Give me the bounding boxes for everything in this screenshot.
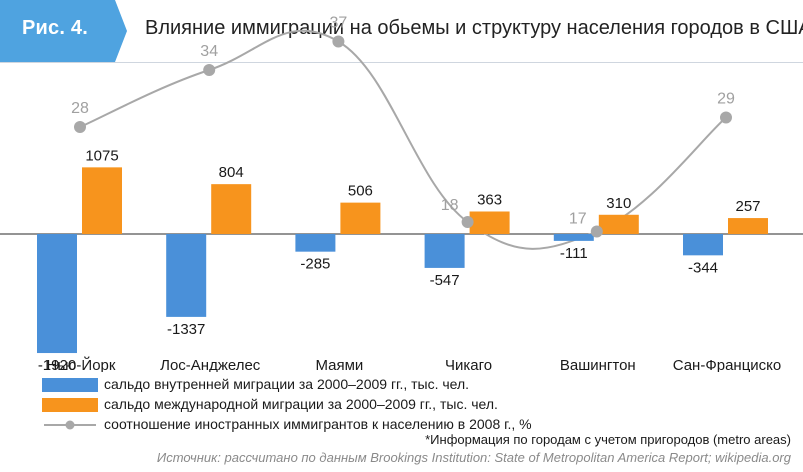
data-label-internal: -111: [560, 245, 588, 262]
x-tick-label: Лос-Анджелес: [160, 357, 261, 372]
bar-international: [340, 202, 381, 234]
legend-label-international: сальдо международной миграции за 2000–20…: [104, 396, 498, 412]
x-tick-label: Чикаго: [445, 357, 492, 372]
x-tick-label: Сан-Франциско: [673, 357, 782, 372]
footnote: *Информация по городам с учетом пригород…: [425, 432, 791, 447]
data-label-ratio: 29: [717, 91, 735, 108]
data-label-internal: -1920: [38, 357, 76, 372]
figure-label: Рис. 4.: [22, 17, 88, 39]
data-label-layer: -1920 1075 Нью-Йорк -1337 804 Лос-Анджелес -28…: [38, 147, 781, 372]
ratio-point: [203, 64, 216, 76]
data-label-ratio: 34: [200, 43, 218, 60]
data-label-ratio: 37: [330, 15, 348, 32]
header-divider: [0, 62, 803, 63]
ratio-point: [720, 111, 732, 124]
bar-international: [211, 184, 252, 234]
bar-international: [598, 214, 639, 234]
chart-plot: 28 34 37 18 17 29 -1920 1075 Нью-Йорк -1337 804 Лос…: [0, 15, 803, 372]
x-tick-label: Нью-Йорк: [47, 356, 116, 372]
bar-internal: [37, 234, 77, 354]
data-label-ratio: 28: [71, 100, 89, 117]
source-note: Источник: рассчитано по данным Brookings…: [156, 450, 791, 465]
data-label-internal: -547: [430, 272, 460, 289]
bar-series-layer: [37, 167, 768, 354]
data-label-international: 506: [348, 183, 373, 200]
legend-label-ratio: соотношение иностранных иммигрантов к на…: [104, 416, 532, 432]
data-label-internal: -285: [300, 256, 330, 273]
legend-swatch-international: [42, 398, 98, 412]
figure-header: Рис. 4. Влияние иммиграции на обьемы и с…: [0, 0, 803, 62]
data-label-ratio: 18: [441, 197, 459, 214]
legend-label-internal: сальдо внутренней миграции за 2000–2009 …: [104, 376, 470, 392]
legend-swatch-ratio: [44, 420, 96, 430]
data-label-internal: -344: [688, 259, 718, 276]
data-label-international: 1075: [85, 147, 118, 164]
legend-item-international: сальдо международной миграции за 2000–20…: [42, 395, 662, 415]
legend-item-internal: сальдо внутренней миграции за 2000–2009 …: [42, 375, 662, 395]
ratio-point: [590, 225, 603, 238]
data-label-internal: -1337: [167, 321, 205, 338]
badge-shape: [0, 0, 127, 62]
x-tick-label: Вашингтон: [560, 357, 636, 372]
bar-international: [469, 211, 510, 234]
bar-internal: [295, 234, 336, 252]
bar-internal: [553, 234, 594, 241]
legend-swatch-internal: [42, 378, 98, 392]
bar-internal: [424, 234, 465, 268]
ratio-point: [461, 216, 474, 228]
chart-title: Влияние иммиграции на обьемы и структуру…: [145, 17, 803, 39]
bar-internal: [683, 234, 723, 256]
bar-internal: [166, 234, 207, 317]
data-label-international: 804: [219, 164, 244, 181]
x-tick-label: Маями: [315, 357, 363, 372]
legend-item-ratio: соотношение иностранных иммигрантов к на…: [42, 415, 662, 435]
figure-badge: Рис. 4.: [0, 0, 128, 62]
data-label-international: 257: [735, 198, 760, 215]
data-label-international: 363: [477, 191, 502, 208]
ratio-point: [74, 121, 86, 133]
data-label-ratio: 17: [569, 211, 587, 228]
bar-international: [728, 218, 768, 234]
bar-international: [82, 167, 122, 234]
data-label-international: 310: [606, 195, 631, 212]
ratio-point: [332, 35, 345, 48]
